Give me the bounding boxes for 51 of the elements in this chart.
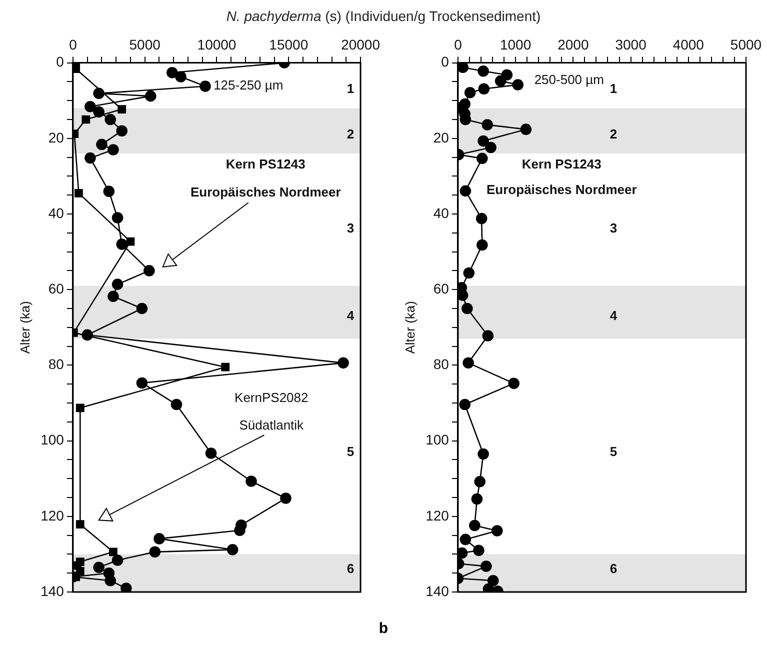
annotation: 2 — [346, 126, 354, 142]
annotation: 1 — [610, 80, 618, 96]
y-tick-label: 60 — [48, 280, 64, 296]
annotation: 5 — [346, 444, 354, 459]
x-tick-label: 10000 — [197, 36, 236, 52]
x-tick-label: 0 — [454, 36, 462, 52]
annotation: 3 — [610, 220, 618, 236]
y-tick-label: 0 — [56, 54, 64, 70]
x-tick-label: 2000 — [558, 36, 589, 52]
x-tick-label: 20000 — [341, 36, 380, 52]
y-tick-label: 100 — [426, 432, 450, 448]
annotation: Kern PS1243 — [226, 156, 306, 172]
y-tick-label: 0 — [441, 54, 450, 70]
annotation: Kern PS1243 — [522, 156, 602, 172]
x-tick-label: 5000 — [129, 36, 161, 52]
annotation: KernPS2082 — [234, 390, 308, 405]
y-tick-label: 20 — [48, 129, 64, 146]
y-tick-label: 40 — [433, 204, 450, 221]
x-tick-label: 1000 — [500, 36, 532, 52]
chart-title: N. pachyderma (s) (Individuen/g Trockensediment) — [225, 8, 542, 24]
annotation: 2 — [610, 126, 618, 142]
y-tick-label: 100 — [40, 432, 64, 448]
y-tick-label: 80 — [48, 356, 64, 372]
annotation: 4 — [610, 308, 618, 323]
x-tick-label: 0 — [69, 36, 78, 52]
y-tick-label: 140 — [426, 582, 450, 599]
annotation: 125-250 µm — [214, 78, 284, 93]
y-tick-label: 60 — [433, 280, 450, 296]
y-tick-label: 80 — [433, 356, 450, 372]
y-axis-title: Alter (ka) — [17, 301, 32, 354]
x-tick-label: 4000 — [672, 36, 704, 52]
x-tick-label: 3000 — [615, 36, 647, 52]
y-tick-label: 140 — [40, 582, 64, 599]
annotation: 250-500 µm — [534, 72, 604, 87]
annotation: 6 — [610, 560, 618, 576]
annotation: Europäisches Nordmeer — [486, 182, 637, 197]
x-tick-label: 15000 — [269, 36, 308, 52]
annotation: 6 — [346, 560, 354, 576]
annotation: 5 — [610, 444, 618, 459]
y-tick-label: 120 — [40, 507, 64, 524]
annotation: 3 — [346, 220, 354, 236]
y-tick-label: 120 — [426, 507, 450, 524]
y-axis-title: Alter (ka) — [402, 301, 418, 354]
annotation: Europäisches Nordmeer — [190, 184, 341, 200]
x-tick-label: 5000 — [730, 36, 762, 52]
y-tick-label: 20 — [433, 129, 450, 146]
y-tick-label: 40 — [48, 204, 64, 221]
text: b — [378, 620, 390, 637]
annotation: 4 — [346, 308, 355, 323]
annotation: Südatlantik — [239, 417, 304, 432]
annotation: 1 — [346, 80, 354, 96]
